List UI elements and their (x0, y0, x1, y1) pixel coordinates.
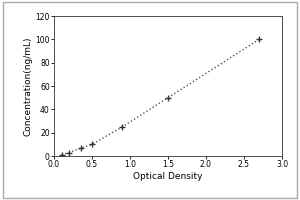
Point (59, 153, 64, 156)
Point (120, 125, 125, 128)
Point (257, 38, 262, 41)
Point (166, 96, 170, 99)
Y-axis label: Concentration(ng/mL): Concentration(ng/mL) (24, 36, 33, 136)
Point (90, 143, 94, 146)
X-axis label: Optical Density: Optical Density (133, 172, 203, 181)
Point (67, 151, 72, 154)
Point (78, 147, 83, 150)
